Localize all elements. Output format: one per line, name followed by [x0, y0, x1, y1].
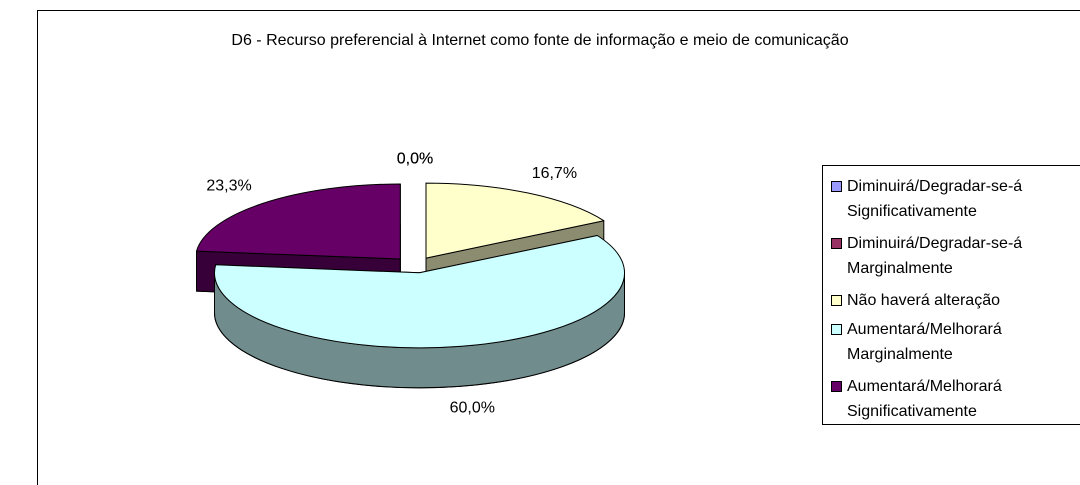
slice	[425, 182, 605, 259]
legend-label: Aumentará/Melhorará Significativamente	[847, 378, 1002, 420]
slice	[214, 235, 626, 349]
legend-label: Diminuirá/Degradar-se-á Marginalmente	[847, 235, 1023, 277]
legend-swatch	[831, 381, 842, 392]
legend-label: Não haverá alteração	[847, 292, 1000, 309]
legend-swatch	[831, 181, 842, 192]
legend-swatch	[831, 238, 842, 249]
data-label: 0,0%	[397, 151, 433, 168]
legend-entry: Aumentará/Melhorará Marginalmente	[831, 317, 1080, 367]
data-label: 60,0%	[450, 399, 495, 416]
chart-border	[37, 10, 1080, 485]
legend-entry: Aumentará/Melhorará Significativamente	[831, 374, 1080, 424]
data-label: 0,0%	[397, 151, 433, 168]
data-label: 23,3%	[206, 178, 251, 195]
legend-label: Aumentará/Melhorará Marginalmente	[847, 321, 1002, 363]
legend-entry: Diminuirá/Degradar-se-á Significativamen…	[831, 174, 1080, 224]
legend-swatch	[831, 324, 842, 335]
slice	[196, 183, 401, 260]
legend-entry: Não haverá alteração	[831, 288, 1080, 313]
data-label: 16,7%	[532, 165, 577, 182]
legend-swatch	[831, 295, 842, 306]
legend-label: Diminuirá/Degradar-se-á Significativamen…	[847, 178, 1023, 220]
legend-entry: Diminuirá/Degradar-se-á Marginalmente	[831, 231, 1080, 281]
legend: Diminuirá/Degradar-se-á Significativamen…	[822, 165, 1080, 425]
chart-title: D6 - Recurso preferencial à Internet com…	[231, 32, 848, 49]
